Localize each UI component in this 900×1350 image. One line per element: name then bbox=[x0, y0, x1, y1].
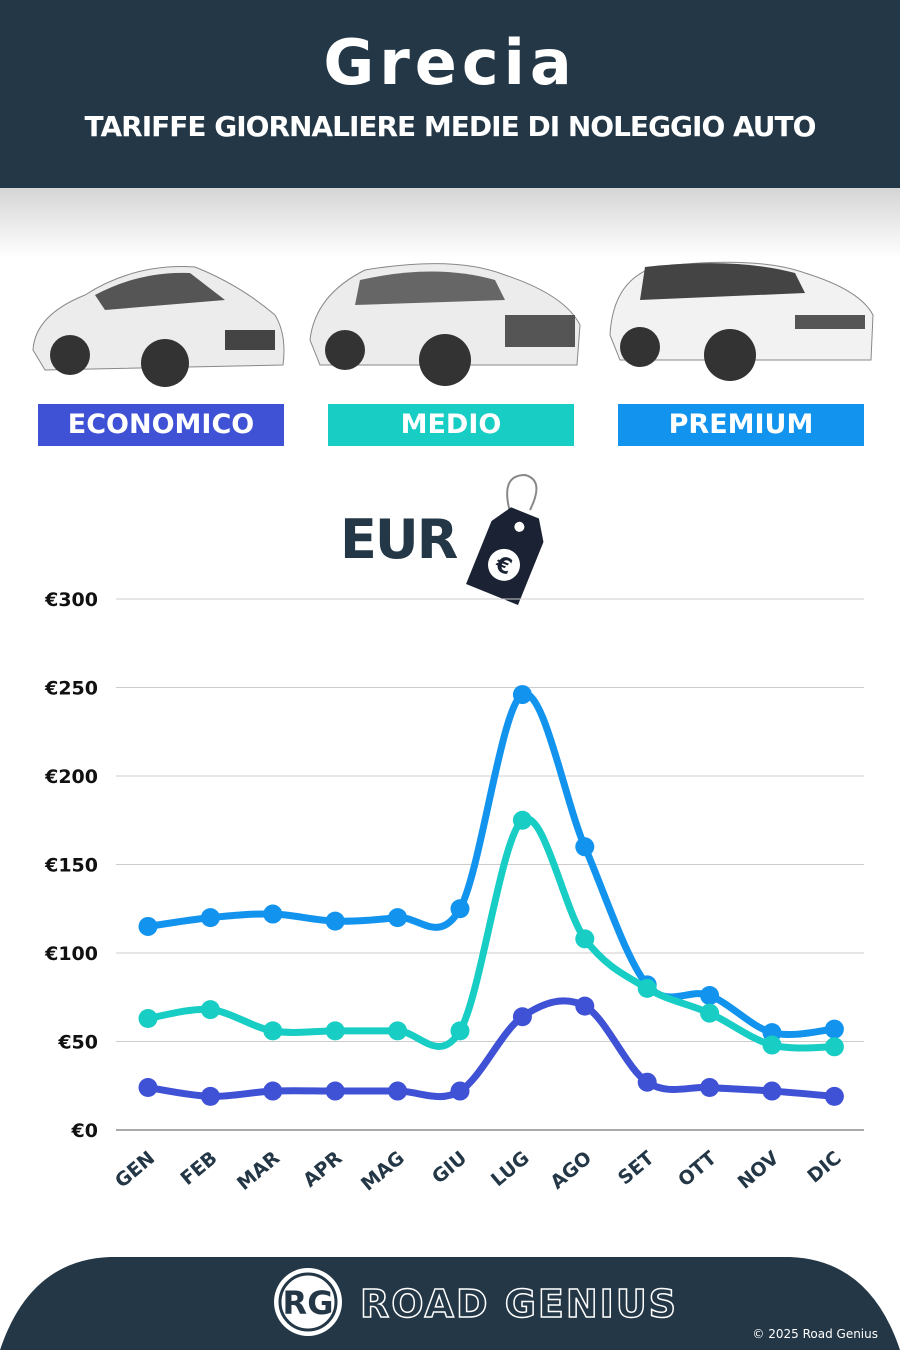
x-tick-label: MAR bbox=[233, 1147, 284, 1195]
x-tick-label: DIC bbox=[803, 1147, 845, 1188]
data-point-medio bbox=[512, 810, 532, 830]
economy-car-image bbox=[32, 266, 285, 387]
x-tick-label: APR bbox=[299, 1147, 347, 1192]
x-tick-label: SET bbox=[614, 1147, 659, 1189]
data-point-premium bbox=[325, 911, 345, 931]
y-tick-label: €250 bbox=[44, 678, 98, 700]
data-point-medio bbox=[824, 1037, 844, 1057]
data-point-economico bbox=[325, 1081, 345, 1101]
data-point-economico bbox=[824, 1086, 844, 1106]
data-point-medio bbox=[637, 978, 657, 998]
data-point-premium bbox=[138, 916, 158, 936]
x-tick-label: AGO bbox=[546, 1147, 596, 1194]
data-point-premium bbox=[512, 685, 532, 705]
y-tick-label: €0 bbox=[71, 1120, 98, 1142]
data-point-premium bbox=[700, 985, 720, 1005]
footer: RG ROAD GENIUS bbox=[0, 1257, 900, 1350]
data-point-economico bbox=[700, 1078, 720, 1098]
euro-price-tag-icon: € bbox=[466, 473, 544, 605]
x-tick-label: MAG bbox=[357, 1147, 409, 1195]
medium-car-image bbox=[309, 263, 581, 386]
page-subtitle: TARIFFE GIORNALIERE MEDIE DI NOLEGGIO AU… bbox=[84, 110, 817, 143]
page-title: Grecia bbox=[323, 26, 577, 99]
data-point-economico bbox=[575, 996, 595, 1016]
premium-car-image bbox=[609, 261, 874, 381]
data-point-economico bbox=[637, 1072, 657, 1092]
data-point-premium bbox=[450, 899, 470, 919]
y-tick-label: €200 bbox=[44, 766, 98, 788]
x-tick-label: GEN bbox=[111, 1147, 159, 1192]
x-tick-label: NOV bbox=[734, 1147, 784, 1194]
badge-medio: MEDIO bbox=[328, 404, 574, 446]
data-point-premium bbox=[263, 904, 283, 924]
x-tick-label: LUG bbox=[487, 1147, 534, 1191]
data-point-premium bbox=[200, 908, 220, 928]
data-point-premium bbox=[575, 837, 595, 857]
currency-label: EUR bbox=[340, 508, 458, 571]
line-chart: €0 €50 €100 €150 €200 €250 €300 GEN FEB MAR APR MAG… bbox=[44, 589, 864, 1195]
badge-premium: PREMIUM bbox=[618, 404, 864, 446]
data-point-economico bbox=[263, 1081, 283, 1101]
data-point-economico bbox=[450, 1081, 470, 1101]
y-tick-label: €100 bbox=[44, 943, 98, 965]
header: Grecia TARIFFE GIORNALIERE MEDIE DI NOLE… bbox=[0, 0, 900, 188]
data-point-medio bbox=[450, 1021, 470, 1041]
header-shadow bbox=[0, 188, 900, 258]
data-point-medio bbox=[388, 1021, 408, 1041]
footer-brand: ROAD GENIUS bbox=[360, 1282, 678, 1326]
series-line-economico bbox=[147, 997, 835, 1101]
data-point-economico bbox=[388, 1081, 408, 1101]
data-point-premium bbox=[388, 908, 408, 928]
x-tick-label: OTT bbox=[674, 1147, 721, 1191]
footer-logo: RG bbox=[283, 1284, 334, 1322]
data-point-economico bbox=[200, 1086, 220, 1106]
y-tick-label: €150 bbox=[44, 855, 98, 877]
copyright: © 2025 Road Genius bbox=[752, 1327, 878, 1341]
y-tick-label: €50 bbox=[57, 1032, 98, 1054]
data-point-medio bbox=[325, 1021, 345, 1041]
x-tick-label: GIU bbox=[428, 1147, 471, 1188]
data-point-premium bbox=[824, 1019, 844, 1039]
series-line-medio bbox=[147, 815, 835, 1052]
y-tick-label: €300 bbox=[44, 589, 98, 611]
data-point-economico bbox=[138, 1078, 158, 1098]
data-point-medio bbox=[263, 1021, 283, 1041]
badge-economico: ECONOMICO bbox=[38, 404, 284, 446]
data-point-medio bbox=[200, 1000, 220, 1020]
x-tick-label: FEB bbox=[176, 1147, 221, 1190]
data-point-economico bbox=[762, 1081, 782, 1101]
data-point-medio bbox=[762, 1035, 782, 1055]
data-point-economico bbox=[512, 1007, 532, 1027]
data-point-medio bbox=[700, 1003, 720, 1023]
data-point-medio bbox=[575, 929, 595, 949]
data-point-medio bbox=[138, 1008, 158, 1028]
